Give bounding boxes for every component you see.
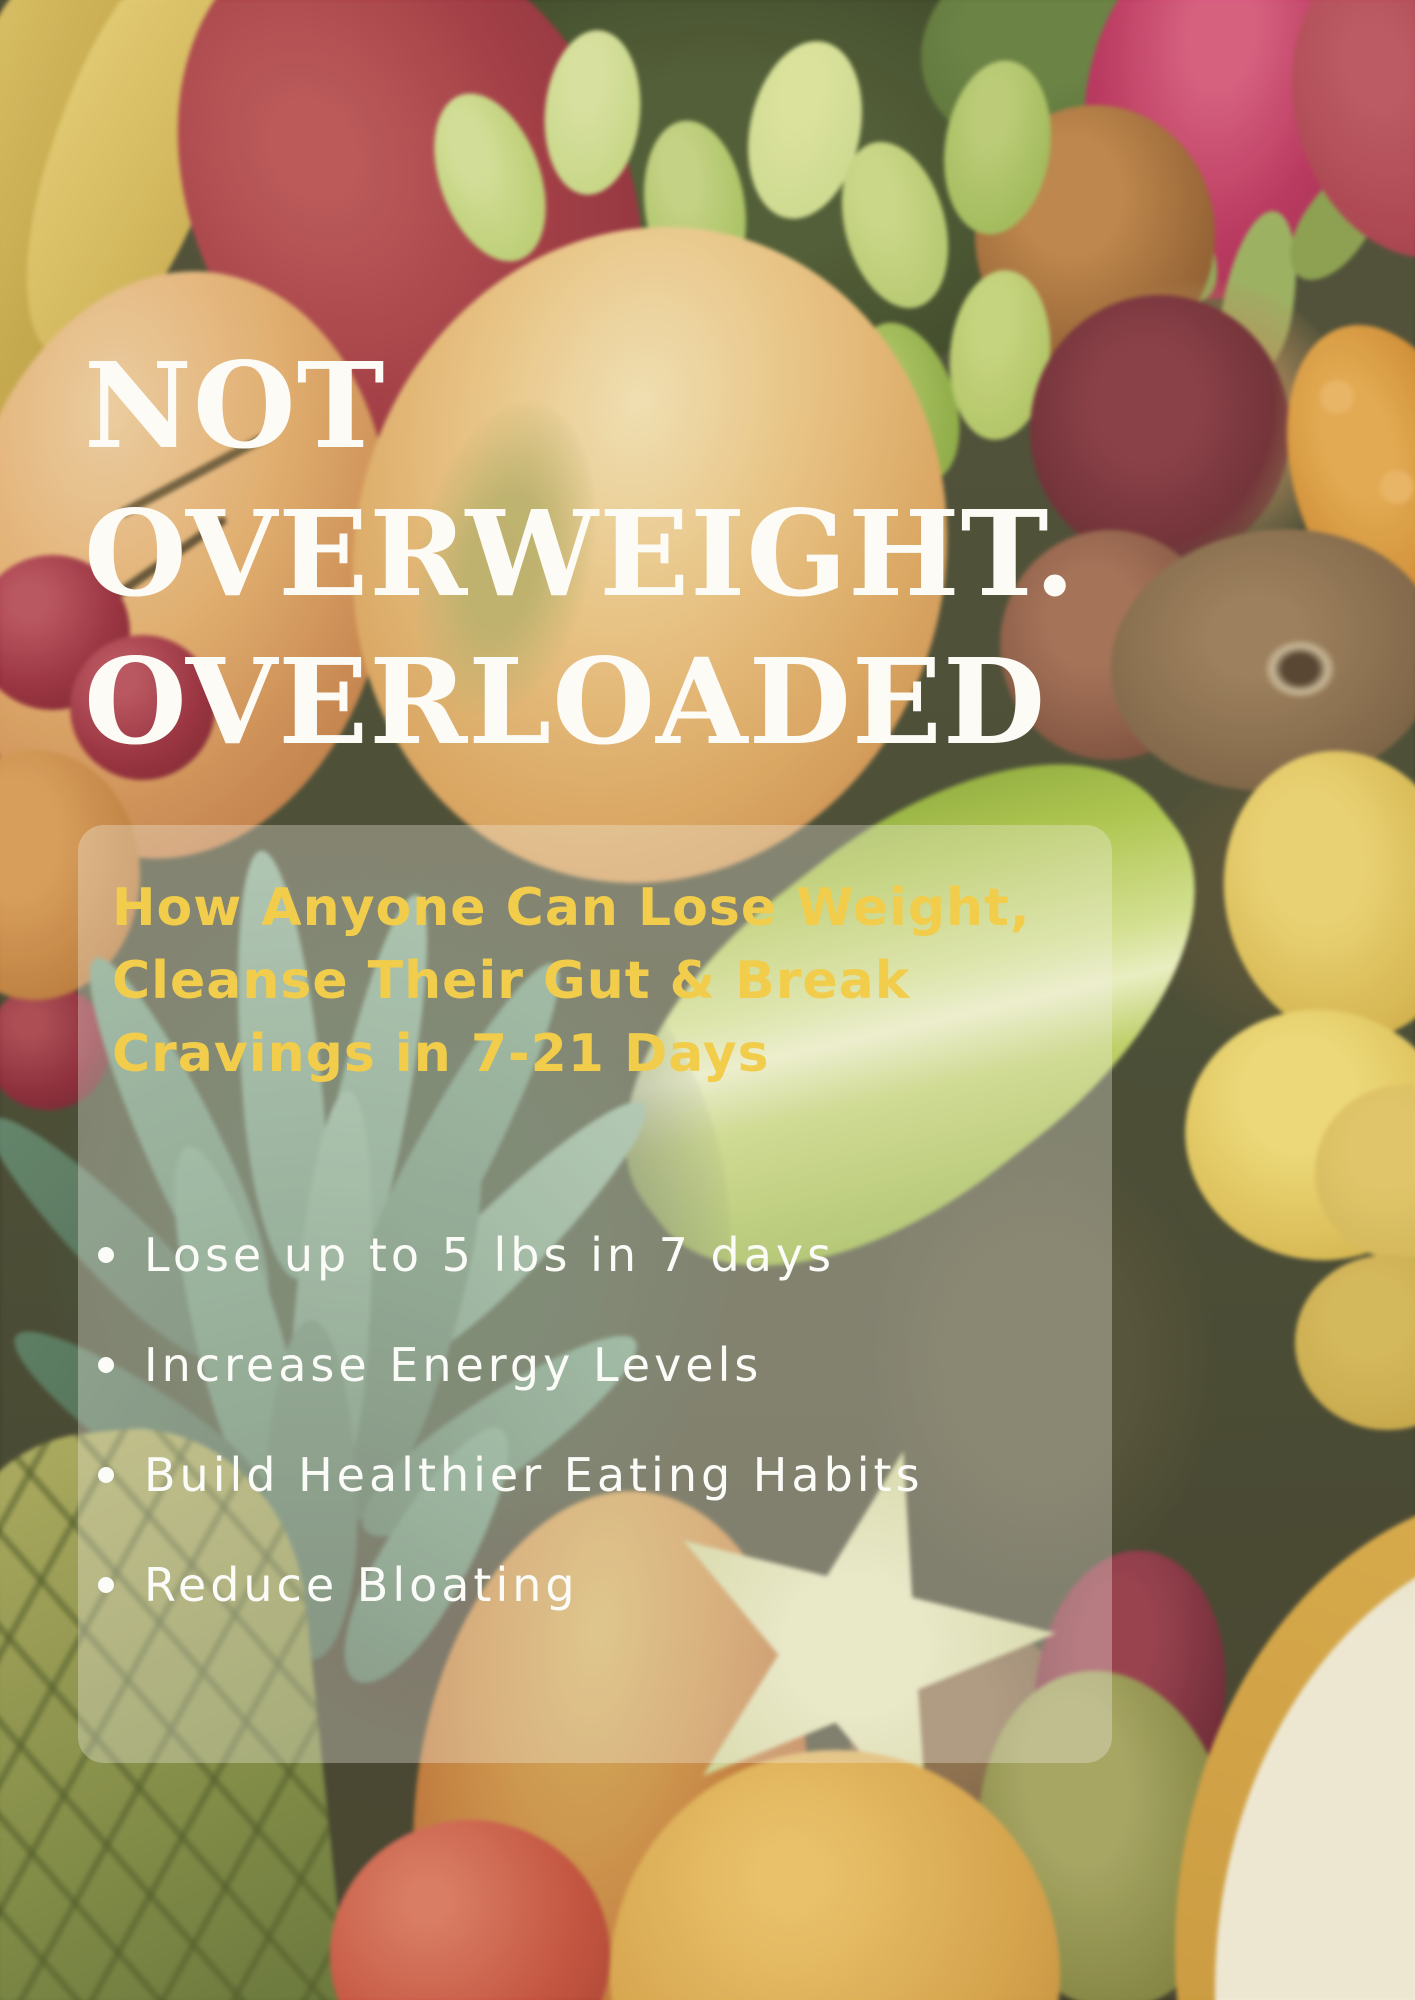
subtitle-line-3: Cravings in 7-21 Days — [112, 1024, 770, 1084]
benefit-list: Lose up to 5 lbs in 7 days Increase Ener… — [98, 1226, 924, 1666]
list-item-label: Lose up to 5 lbs in 7 days — [144, 1228, 836, 1282]
list-item: Lose up to 5 lbs in 7 days — [98, 1226, 924, 1284]
content-panel — [78, 825, 1112, 1763]
list-item-label: Increase Energy Levels — [144, 1338, 763, 1392]
heading-line-1: NOT — [84, 336, 386, 475]
list-item: Increase Energy Levels — [98, 1336, 924, 1394]
heading-line-2: OVERWEIGHT. — [84, 484, 1077, 623]
list-item: Build Healthier Eating Habits — [98, 1446, 924, 1504]
heading-line-3: OVERLOADED — [84, 632, 1047, 771]
list-item-label: Build Healthier Eating Habits — [144, 1448, 924, 1502]
bullet-dot-icon — [98, 1247, 114, 1263]
bullet-dot-icon — [98, 1577, 114, 1593]
bullet-dot-icon — [98, 1467, 114, 1483]
subtitle-line-2: Cleanse Their Gut & Break — [112, 951, 911, 1011]
subtitle-line-1: How Anyone Can Lose Weight, — [112, 878, 1031, 938]
page-title: NOT OVERWEIGHT. OVERLOADED — [84, 332, 1076, 776]
list-item: Reduce Bloating — [98, 1556, 924, 1614]
subtitle: How Anyone Can Lose Weight, Cleanse Thei… — [112, 872, 1031, 1091]
list-item-label: Reduce Bloating — [144, 1558, 579, 1612]
bullet-dot-icon — [98, 1357, 114, 1373]
